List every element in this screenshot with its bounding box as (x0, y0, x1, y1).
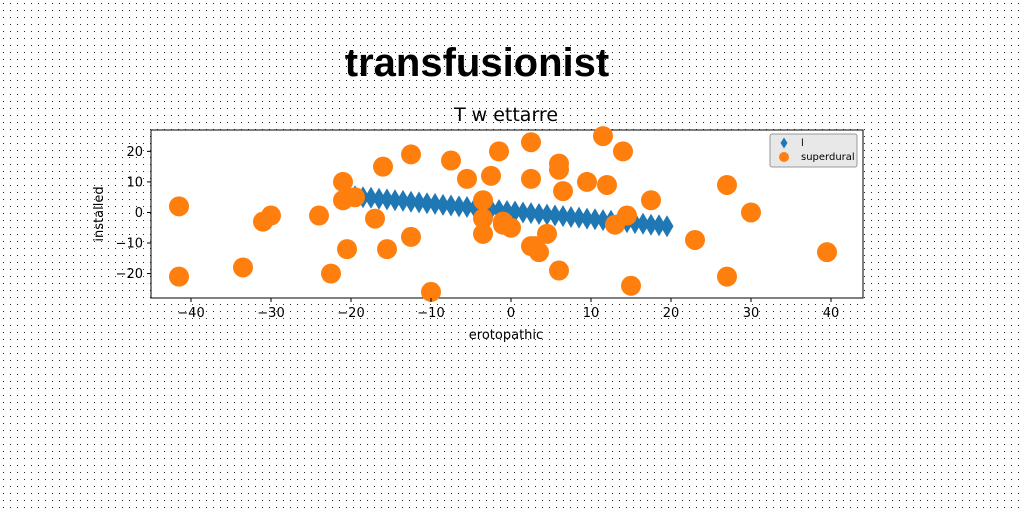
data-point-circle (333, 171, 353, 192)
series-2 (169, 126, 837, 302)
data-point-diamond (644, 213, 658, 236)
data-point-circle (365, 208, 385, 229)
data-point-circle (549, 260, 569, 281)
data-point-diamond (380, 188, 394, 211)
legend-entry-series-2: superdural (801, 152, 855, 163)
data-point-circle (717, 266, 737, 287)
data-point-diamond (396, 189, 410, 212)
legend-box (769, 133, 858, 168)
x-tick-label: 40 (823, 306, 840, 321)
data-point-diamond (524, 202, 538, 225)
data-point-circle (473, 190, 493, 211)
data-point-diamond (364, 186, 378, 209)
y-tick-label: 10 (126, 175, 143, 190)
data-point-circle (377, 239, 397, 260)
data-point-circle (521, 132, 541, 153)
data-point-diamond (516, 201, 530, 224)
legend-marker-diamond (780, 137, 788, 149)
data-point-diamond (420, 192, 434, 215)
axes-title: T w ettarre (453, 104, 558, 126)
data-point-circle (473, 223, 493, 244)
data-point-diamond (412, 191, 426, 214)
figure-suptitle: transfusionist (345, 41, 609, 85)
x-tick-label: 30 (743, 306, 760, 321)
data-point-circle (685, 229, 705, 250)
y-tick-label: −20 (116, 267, 143, 282)
data-point-diamond (532, 203, 546, 225)
data-point-diamond (444, 194, 458, 217)
legend-marker-circle (779, 152, 789, 162)
data-point-circle (621, 275, 641, 296)
x-tick-label: −30 (257, 306, 284, 321)
legend-entry-series-1: l (801, 138, 804, 149)
data-layer (169, 126, 837, 302)
plot-area: −40 −30 −20 −10 0 10 20 30 40 −20 −10 0 10 20 (116, 126, 864, 321)
y-tick-label: −10 (116, 237, 143, 252)
y-axis-label: installed (92, 186, 107, 241)
x-axis-label: erotopathic (469, 328, 543, 343)
data-point-diamond (588, 208, 602, 231)
data-point-diamond (460, 195, 474, 218)
data-point-diamond (404, 190, 418, 213)
data-point-diamond (652, 214, 666, 237)
data-point-diamond (556, 205, 570, 228)
data-point-circle (553, 181, 573, 202)
data-point-circle (261, 205, 281, 226)
data-point-diamond (636, 212, 650, 235)
data-point-circle (481, 165, 501, 186)
data-point-circle (577, 171, 597, 192)
data-point-diamond (452, 195, 466, 218)
x-tick-label: −20 (337, 306, 364, 321)
data-point-circle (401, 144, 421, 165)
data-point-circle (457, 168, 477, 189)
data-point-circle (549, 159, 569, 180)
data-point-circle (441, 150, 461, 171)
data-point-circle (613, 141, 633, 162)
data-point-diamond (660, 215, 674, 238)
data-point-circle (521, 168, 541, 189)
data-point-diamond (540, 203, 554, 226)
y-tick-label: 20 (126, 145, 143, 160)
data-point-diamond (388, 189, 402, 212)
data-point-circle (489, 141, 509, 162)
x-tick-label: 0 (507, 306, 515, 321)
data-point-circle (473, 208, 493, 229)
data-point-circle (597, 174, 617, 195)
data-point-circle (169, 196, 189, 217)
y-tick-label: 0 (135, 206, 143, 221)
data-point-circle (593, 126, 613, 147)
data-point-diamond (548, 204, 562, 227)
data-point-diamond (572, 206, 586, 229)
x-tick-label: −10 (417, 306, 444, 321)
data-point-circle (421, 281, 441, 302)
data-point-circle (717, 174, 737, 195)
data-point-circle (337, 239, 357, 260)
data-point-diamond (564, 206, 578, 229)
x-tick-label: −40 (177, 306, 204, 321)
data-point-circle (309, 205, 329, 226)
x-tick-label: 20 (663, 306, 680, 321)
y-axis-ticks: −20 −10 0 10 20 (116, 145, 151, 282)
data-point-diamond (580, 207, 594, 230)
data-point-circle (817, 242, 837, 263)
x-axis-ticks: −40 −30 −20 −10 0 10 20 30 40 (177, 298, 839, 321)
data-point-circle (529, 242, 549, 263)
data-point-circle (233, 257, 253, 278)
data-point-circle (617, 205, 637, 226)
data-point-diamond (436, 193, 450, 216)
x-tick-label: 10 (583, 306, 600, 321)
legend: l superdural (769, 133, 858, 168)
data-point-circle (345, 187, 365, 208)
data-point-circle (537, 223, 557, 244)
data-point-circle (401, 226, 421, 247)
data-point-circle (501, 217, 521, 238)
data-point-circle (169, 266, 189, 287)
data-point-circle (641, 190, 661, 211)
data-point-diamond (372, 187, 386, 210)
data-point-circle (321, 263, 341, 284)
data-point-diamond (428, 192, 442, 215)
data-point-circle (373, 156, 393, 177)
data-point-circle (741, 202, 761, 223)
